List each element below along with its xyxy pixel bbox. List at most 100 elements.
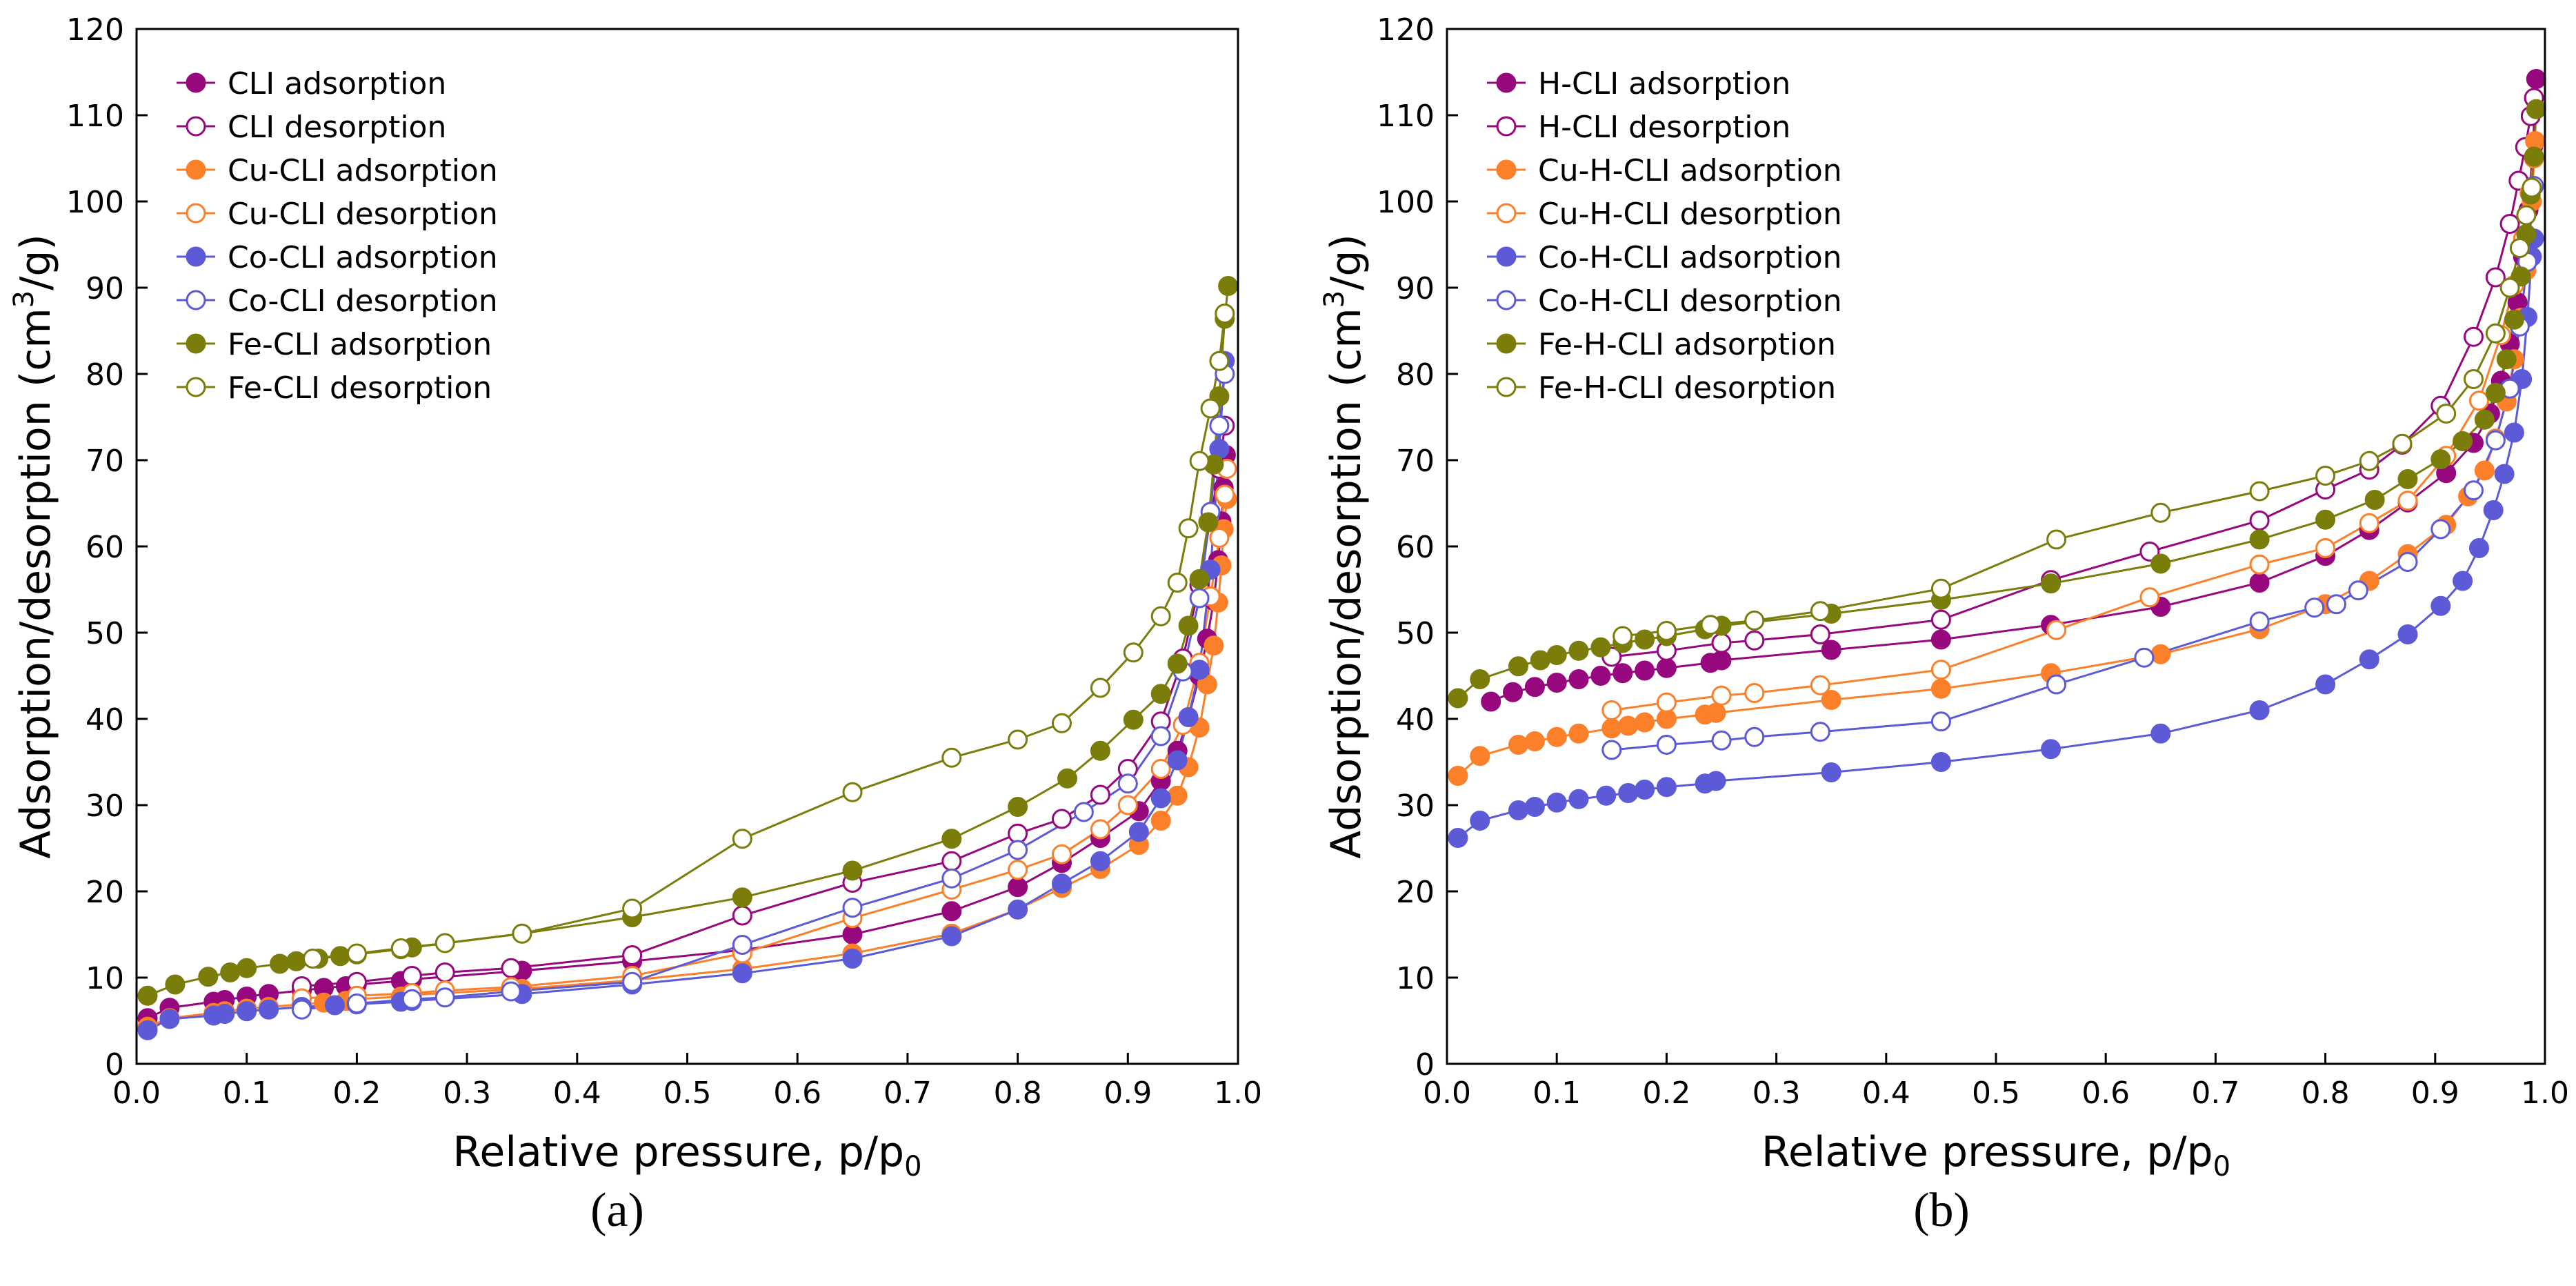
- data-point-6-16: [941, 829, 962, 849]
- x-tick-label: 0.9: [1104, 1076, 1152, 1111]
- data-point-3-17: [1209, 528, 1230, 548]
- data-point-7-16: [2509, 238, 2530, 258]
- data-point-4-0: [137, 1020, 158, 1040]
- data-point-4-18: [2359, 649, 2379, 670]
- data-point-6-8: [1635, 629, 1655, 650]
- legend-label: Fe-CLI desorption: [228, 370, 492, 406]
- legend-marker: [1496, 203, 1517, 224]
- legend-marker: [1496, 159, 1517, 180]
- data-point-4-0: [1448, 828, 1468, 848]
- legend-label: Fe-CLI adsorption: [228, 327, 492, 362]
- panel-label-a: (a): [590, 1184, 644, 1237]
- data-point-3-6: [2046, 620, 2067, 640]
- y-axis-label-superscript: 3: [1319, 290, 1350, 308]
- data-point-4-25: [2504, 422, 2524, 443]
- data-point-2-26: [1204, 635, 1224, 656]
- data-point-2-15: [2150, 644, 2171, 664]
- data-point-2-7: [1618, 715, 1639, 736]
- data-point-5-7: [2134, 647, 2155, 668]
- data-point-5-0: [292, 999, 312, 1020]
- y-tick-label: 70: [1396, 444, 1435, 479]
- data-point-4-17: [1052, 873, 1072, 894]
- data-point-4-22: [2469, 538, 2489, 558]
- data-point-3-10: [1052, 844, 1072, 864]
- y-tick-label: 0: [1415, 1047, 1435, 1082]
- data-point-4-14: [842, 949, 863, 969]
- data-point-3-11: [1090, 819, 1110, 840]
- data-point-7-6: [2046, 529, 2067, 550]
- legend-marker: [1496, 116, 1517, 137]
- data-point-4-4: [237, 1001, 257, 1022]
- data-point-5-3: [1744, 726, 1765, 747]
- data-point-4-21: [2453, 571, 2473, 591]
- legend-label: Co-H-CLI desorption: [1538, 284, 1842, 319]
- data-point-6-24: [1189, 569, 1210, 589]
- legend-marker: [186, 159, 206, 180]
- data-point-3-8: [2249, 554, 2270, 575]
- data-point-4-20: [1150, 788, 1171, 809]
- data-point-3-0: [1601, 700, 1622, 720]
- data-point-4-14: [2041, 739, 2061, 760]
- y-tick-label: 70: [86, 444, 124, 479]
- y-axis-label-text: Adsorption/desorption (cm: [12, 308, 60, 859]
- data-point-3-3: [1744, 683, 1765, 703]
- data-point-4-18: [1090, 851, 1110, 871]
- data-point-1-10: [1052, 809, 1072, 829]
- data-point-5-5: [622, 971, 643, 992]
- data-point-4-20: [2430, 595, 2451, 616]
- data-point-6-23: [1178, 615, 1199, 636]
- x-tick-label: 0.8: [2302, 1076, 2350, 1111]
- data-point-0-1: [1503, 682, 1523, 702]
- data-point-2-22: [1167, 785, 1188, 806]
- y-tick-label: 40: [86, 702, 124, 738]
- data-point-3-2: [1711, 685, 1732, 706]
- data-point-7-2: [1700, 615, 1721, 635]
- data-point-7-12: [1123, 642, 1144, 663]
- data-point-4-17: [2315, 674, 2336, 695]
- legend-label: Cu-CLI desorption: [228, 197, 498, 232]
- y-tick-label: 10: [86, 961, 124, 996]
- data-point-6-18: [1057, 768, 1077, 789]
- data-point-6-3: [220, 962, 241, 982]
- y-tick-label: 120: [1377, 12, 1435, 48]
- data-point-5-14: [1189, 588, 1210, 609]
- x-tick-label: 1.0: [2521, 1076, 2569, 1111]
- legend-marker: [186, 333, 206, 354]
- data-point-0-2: [1524, 677, 1545, 698]
- data-point-1-13: [2464, 326, 2484, 347]
- data-point-7-15: [2499, 277, 2520, 298]
- data-point-5-9: [2304, 597, 2325, 618]
- legend-label: Co-CLI adsorption: [228, 240, 498, 275]
- legend-marker: [1496, 333, 1517, 354]
- legend-marker: [1496, 246, 1517, 267]
- data-point-0-3: [1546, 673, 1567, 693]
- data-point-5-8: [2249, 611, 2270, 632]
- data-point-2-13: [1930, 678, 1951, 699]
- y-tick-label: 30: [86, 789, 124, 824]
- data-point-2-22: [2474, 460, 2495, 481]
- data-point-5-3: [435, 987, 455, 1008]
- data-point-7-17: [2516, 205, 2537, 226]
- data-point-5-12: [2397, 552, 2418, 572]
- data-point-7-15: [1178, 518, 1199, 539]
- legend-marker: [186, 203, 206, 224]
- legend-label: Cu-CLI adsorption: [228, 153, 498, 188]
- data-point-4-13: [732, 963, 752, 984]
- data-point-4-8: [1635, 780, 1655, 800]
- y-tick-label: 10: [1396, 961, 1435, 996]
- series-line-5: [301, 373, 1226, 1011]
- data-point-2-12: [1821, 690, 1841, 710]
- data-point-6-30: [2526, 99, 2546, 119]
- data-point-6-29: [2524, 146, 2544, 167]
- data-point-4-22: [1178, 707, 1199, 727]
- data-point-6-4: [1546, 645, 1567, 665]
- data-point-5-4: [1810, 722, 1830, 742]
- data-point-7-0: [1613, 626, 1633, 646]
- y-axis-label-text: Adsorption/desorption (cm: [1322, 308, 1370, 859]
- chart-panel-b: 0.0 0.1 0.2 0.3 0.4 0.5 0.6 0.7 0.8 0.9 1.00102030…: [1319, 12, 2569, 1183]
- x-tick-label: 0.5: [663, 1076, 712, 1111]
- data-point-5-1: [1656, 735, 1677, 755]
- data-point-4-13: [1930, 752, 1951, 772]
- data-point-4-2: [1508, 800, 1528, 820]
